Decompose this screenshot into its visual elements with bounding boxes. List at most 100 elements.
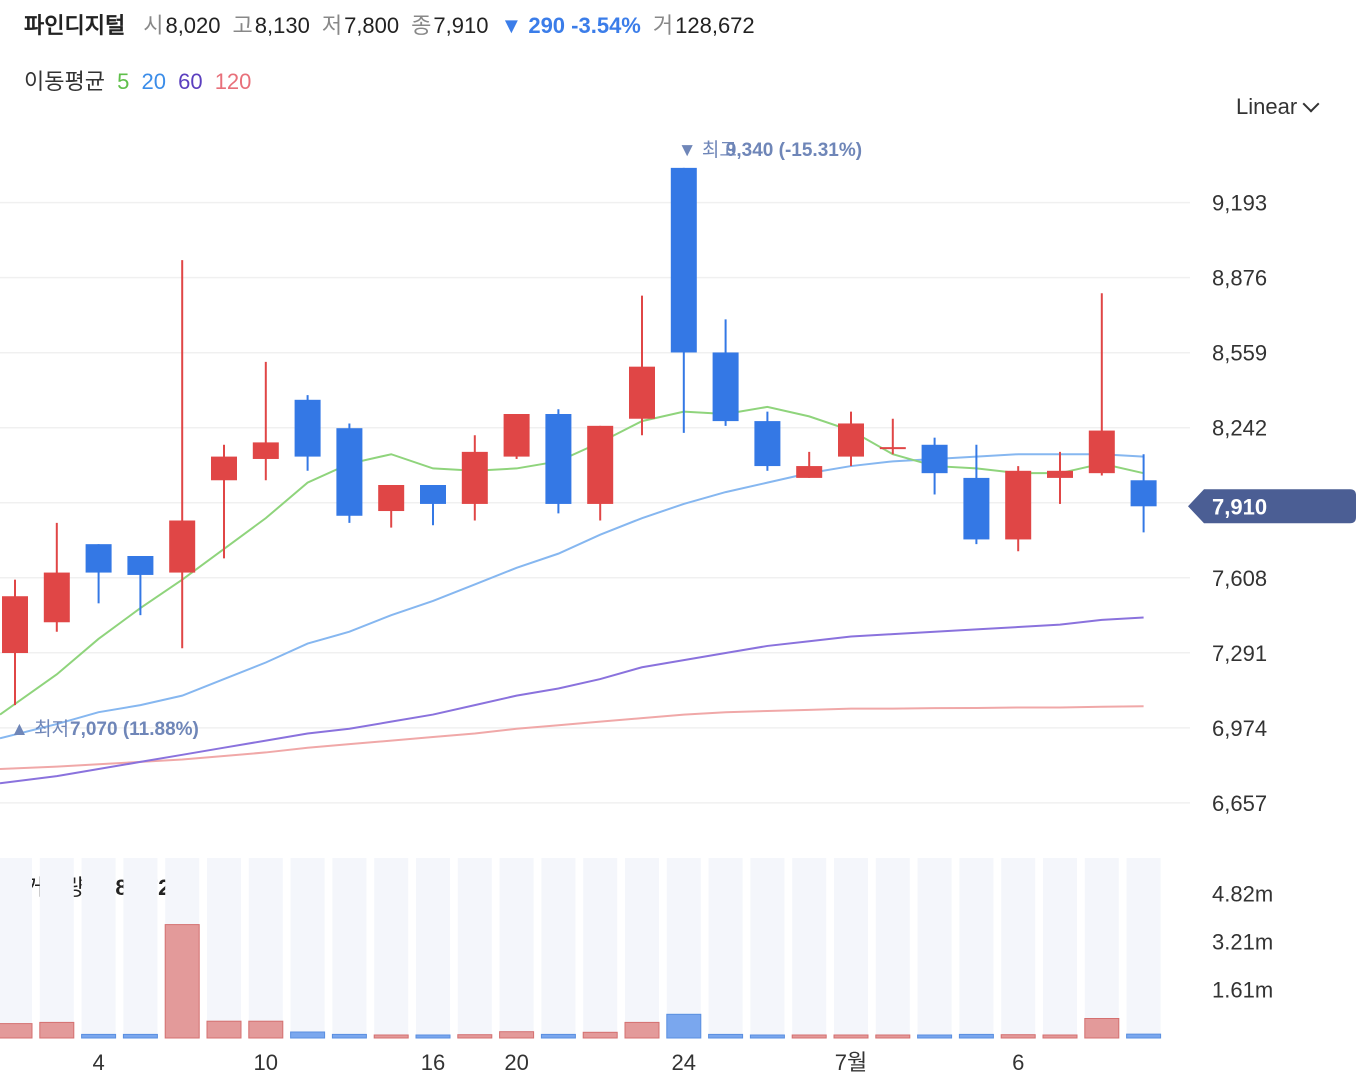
max-annotation-label: ▼ 최고 <box>678 139 737 161</box>
y-tick-label: 6,657 <box>1212 791 1267 816</box>
candle-body <box>921 444 948 474</box>
y-tick-label: 8,876 <box>1212 266 1267 291</box>
y-tick-label: 8,559 <box>1212 341 1267 366</box>
volume-bar <box>1042 1034 1078 1039</box>
volume-bg-column <box>207 858 241 1038</box>
volume-bg-column <box>1126 858 1161 1038</box>
y-tick-label: 9,193 <box>1212 191 1267 216</box>
volume-bar <box>331 1033 367 1039</box>
candle-body <box>670 167 697 353</box>
close-value: 7,910 <box>433 13 489 38</box>
ma120-legend[interactable]: 120 <box>214 69 252 94</box>
volume-bg-column <box>959 858 994 1038</box>
moving-average-legend[interactable]: 이동평균 5 20 60 120 <box>24 64 257 96</box>
high-label: 고 <box>232 13 253 38</box>
current-price-tag <box>1188 489 1356 524</box>
candle <box>169 260 196 649</box>
volume-bar <box>415 1034 451 1039</box>
volume-tick-label: 3.21m <box>1212 930 1273 955</box>
scale-selector[interactable]: Linear <box>1236 94 1320 120</box>
volume-bg-column <box>1001 858 1036 1038</box>
candle <box>420 485 446 526</box>
max-annotation-value: 9,340 (-15.31%) <box>726 140 862 161</box>
volume-bar <box>917 1034 953 1039</box>
volume-bg-column <box>834 858 868 1038</box>
candle-body <box>2 596 28 654</box>
volume-bg-column <box>499 858 534 1038</box>
x-tick-label: 7월 <box>835 1050 867 1075</box>
candle-body <box>754 421 781 467</box>
volume-bar <box>164 924 200 1039</box>
candle-body <box>503 414 530 457</box>
x-tick-label: 6 <box>1012 1050 1024 1075</box>
volume-bg-column <box>0 858 32 1038</box>
volume-bar <box>206 1020 242 1039</box>
candle <box>712 319 739 426</box>
candle-body <box>1088 430 1115 474</box>
volume-bg-column <box>583 858 618 1038</box>
open-label: 시 <box>143 13 164 38</box>
candle-body <box>461 451 488 504</box>
volume-bg-column <box>332 858 367 1038</box>
volume-bar <box>624 1021 660 1039</box>
candle <box>963 444 990 545</box>
volume-bar <box>1126 1033 1162 1039</box>
high-value: 8,130 <box>254 13 310 38</box>
ma60-legend[interactable]: 60 <box>178 69 203 94</box>
volume-bg-column <box>792 858 827 1038</box>
volume-bg-column <box>666 858 701 1038</box>
volume-bar <box>791 1034 827 1039</box>
volume-bg-column <box>374 858 409 1038</box>
volume-bar <box>39 1021 75 1039</box>
volume-bar <box>833 1034 869 1039</box>
min-annotation-label: ▲ 최저 <box>10 718 69 740</box>
candle-body <box>294 399 321 457</box>
candle <box>796 451 823 478</box>
volume-bar <box>540 1033 576 1039</box>
volume-bg-column <box>81 858 116 1038</box>
low-value: 7,800 <box>344 13 400 38</box>
volume-bar <box>1084 1018 1120 1039</box>
volume-bar <box>875 1034 911 1039</box>
candle-body <box>796 466 823 478</box>
candle <box>378 485 405 528</box>
candle-body <box>587 425 614 504</box>
y-tick-label: 7,291 <box>1212 641 1267 666</box>
volume-bar <box>457 1034 493 1039</box>
ma20-legend[interactable]: 20 <box>141 69 166 94</box>
candle <box>545 409 572 514</box>
volume-bg-column <box>708 858 743 1038</box>
ma20-line <box>0 453 1144 740</box>
candle <box>1088 293 1115 476</box>
candle <box>85 544 112 604</box>
candle-body <box>629 366 655 419</box>
volume-bg-column <box>123 858 158 1038</box>
candle <box>503 414 530 459</box>
candle <box>1005 466 1032 552</box>
volume-bg-column <box>1084 858 1119 1038</box>
volume-bar <box>0 1023 33 1039</box>
candle-body <box>1047 470 1073 478</box>
min-annotation-value: 7,070 (11.88%) <box>70 719 199 740</box>
candle <box>670 167 697 433</box>
x-tick-label: 16 <box>421 1050 445 1075</box>
volume-bar <box>290 1031 326 1039</box>
ma-legend-label: 이동평균 <box>24 69 105 94</box>
candle-body <box>712 352 739 422</box>
volume-bg-column <box>1043 858 1077 1038</box>
ma5-legend[interactable]: 5 <box>117 69 130 94</box>
candle <box>127 556 154 616</box>
volume-tick-label: 1.61m <box>1212 978 1273 1003</box>
x-tick-label: 20 <box>504 1050 528 1075</box>
volume-bar <box>708 1033 744 1039</box>
candle-body <box>838 423 864 457</box>
current-price-label: 7,910 <box>1212 494 1267 519</box>
candle-body <box>1005 470 1032 540</box>
candle-body <box>1130 480 1157 507</box>
candle <box>879 418 906 455</box>
stock-name: 파인디지털 <box>24 13 126 38</box>
volume-bg-column <box>750 858 785 1038</box>
candle <box>838 411 864 467</box>
candle <box>921 437 948 495</box>
